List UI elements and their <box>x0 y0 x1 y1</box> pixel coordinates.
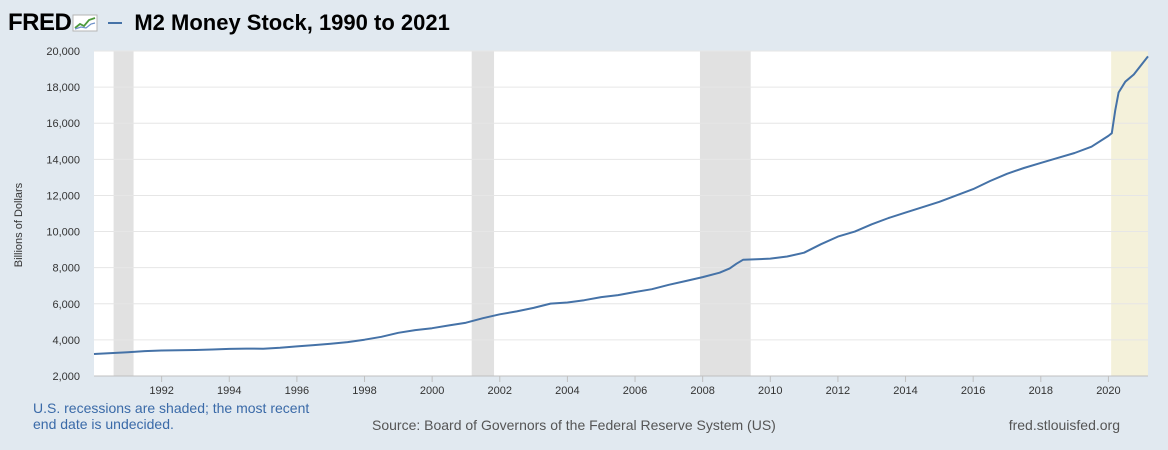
fred-logo[interactable]: FRED <box>8 9 98 37</box>
y-tick-label: 16,000 <box>46 118 80 130</box>
x-tick-label: 1994 <box>217 385 241 397</box>
x-tick-label: 2010 <box>758 385 782 397</box>
y-tick-label: 20,000 <box>46 46 80 58</box>
x-tick-label: 2002 <box>488 385 512 397</box>
x-tick-label: 1992 <box>149 385 173 397</box>
fred-graph-icon <box>72 14 98 32</box>
x-tick-label: 2020 <box>1096 385 1120 397</box>
recession-band <box>699 51 751 376</box>
recession-shading <box>113 51 1148 376</box>
y-tick-label: 4,000 <box>52 335 80 347</box>
x-tick-label: 2004 <box>555 385 579 397</box>
y-tick-label: 18,000 <box>46 82 80 94</box>
recession-note: U.S. recessions are shaded; the most rec… <box>33 400 310 432</box>
plot-background <box>94 51 1148 376</box>
y-tick-label: 6,000 <box>52 299 80 311</box>
y-tick-label: 10,000 <box>46 227 80 239</box>
x-tick-label: 1996 <box>285 385 309 397</box>
chart-header: FRED M2 Money Stock, 1990 to 2021 <box>8 6 450 40</box>
x-tick-label: 1998 <box>352 385 376 397</box>
x-tick-label: 2000 <box>420 385 444 397</box>
x-tick-label: 2008 <box>690 385 714 397</box>
y-axis-ticks: 2,000 4,000 6,000 8,000 10,000 12,000 14,000 16… <box>46 46 80 383</box>
undecided-recession-band <box>1111 51 1148 376</box>
x-tick-label: 2006 <box>623 385 647 397</box>
plot-area <box>94 51 1148 376</box>
x-axis-ticks: 1992 1994 1996 1998 2000 2002 2004 2006 2008 2010… <box>94 375 1148 397</box>
recession-band <box>113 51 134 376</box>
recession-band <box>471 51 495 376</box>
y-tick-label: 2,000 <box>52 371 80 383</box>
y-tick-label: 8,000 <box>52 263 80 275</box>
x-tick-label: 2016 <box>961 385 985 397</box>
x-tick-label: 2018 <box>1029 385 1053 397</box>
fred-url-link[interactable]: fred.stlouisfed.org <box>1008 417 1120 433</box>
fred-logo-text: FRED <box>8 9 72 36</box>
x-tick-label: 2012 <box>826 385 850 397</box>
y-tick-label: 14,000 <box>46 154 80 166</box>
y-axis-label: Billions of Dollars <box>13 182 25 267</box>
series-layer <box>93 55 1149 355</box>
y-tick-label: 12,000 <box>46 190 80 202</box>
chart-title: M2 Money Stock, 1990 to 2021 <box>134 10 450 35</box>
series-legend-swatch <box>108 22 123 24</box>
series-line <box>93 55 1149 355</box>
source-note: Source: Board of Governors of the Federa… <box>372 417 776 433</box>
x-tick-label: 2014 <box>893 385 917 397</box>
